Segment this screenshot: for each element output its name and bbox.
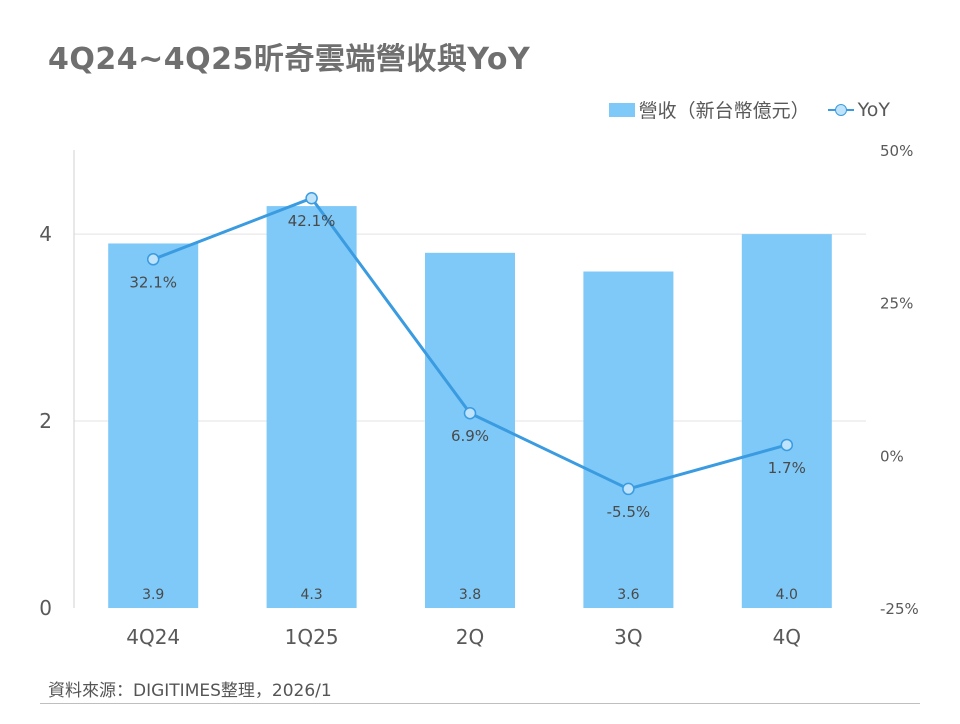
- legend-label-revenue: 營收（新台幣億元）: [638, 100, 810, 122]
- yoy-marker: [622, 482, 635, 496]
- yoy-marker: [780, 438, 794, 452]
- bar: [425, 252, 515, 608]
- yoy-marker: [146, 253, 160, 266]
- right-tick-label: -25%: [880, 600, 919, 618]
- source-note: 資料來源：DIGITIMES整理，2026/1: [48, 681, 332, 701]
- bar-value-label: 3.9: [142, 587, 164, 603]
- x-tick-label: 3Q: [614, 625, 642, 649]
- x-tick-label: 2Q: [456, 625, 484, 649]
- legend-line-swatch: [827, 103, 854, 117]
- bar: [266, 206, 357, 608]
- left-tick-label: 0: [39, 596, 52, 620]
- legend-item-yoy: YoY: [827, 98, 890, 121]
- source-divider: [40, 703, 920, 704]
- bar-value-label: 3.6: [617, 587, 639, 603]
- bar-value-label: 4.0: [776, 587, 798, 603]
- bar: [583, 271, 674, 608]
- yoy-value-label: 1.7%: [768, 459, 806, 477]
- yoy-marker: [463, 406, 477, 420]
- left-tick-label: 2: [39, 409, 52, 433]
- legend: 營收（新台幣億元） YoY: [608, 96, 890, 123]
- right-tick-label: 0%: [880, 447, 904, 465]
- yoy-value-label: 6.9%: [451, 427, 489, 445]
- chart-title: 4Q24~4Q25昕奇雲端營收與YoY: [48, 42, 531, 77]
- legend-label-yoy: YoY: [857, 98, 890, 121]
- bar-value-label: 4.3: [300, 587, 322, 603]
- yoy-value-label: 42.1%: [288, 212, 336, 230]
- yoy-value-label: -5.5%: [607, 503, 651, 521]
- x-tick-label: 4Q: [773, 625, 801, 649]
- x-tick-label: 1Q25: [285, 625, 339, 649]
- right-tick-label: 25%: [880, 295, 913, 313]
- yoy-value-label: 32.1%: [129, 273, 177, 291]
- right-tick-label: 50%: [880, 142, 913, 160]
- legend-bar-swatch: [608, 102, 635, 117]
- bar: [741, 234, 832, 609]
- bar-value-label: 3.8: [459, 587, 481, 603]
- x-tick-label: 4Q24: [126, 625, 180, 649]
- yoy-marker: [305, 191, 318, 205]
- legend-item-revenue: 營收（新台幣億元）: [608, 96, 810, 123]
- bar: [108, 243, 199, 608]
- left-tick-label: 4: [39, 222, 52, 246]
